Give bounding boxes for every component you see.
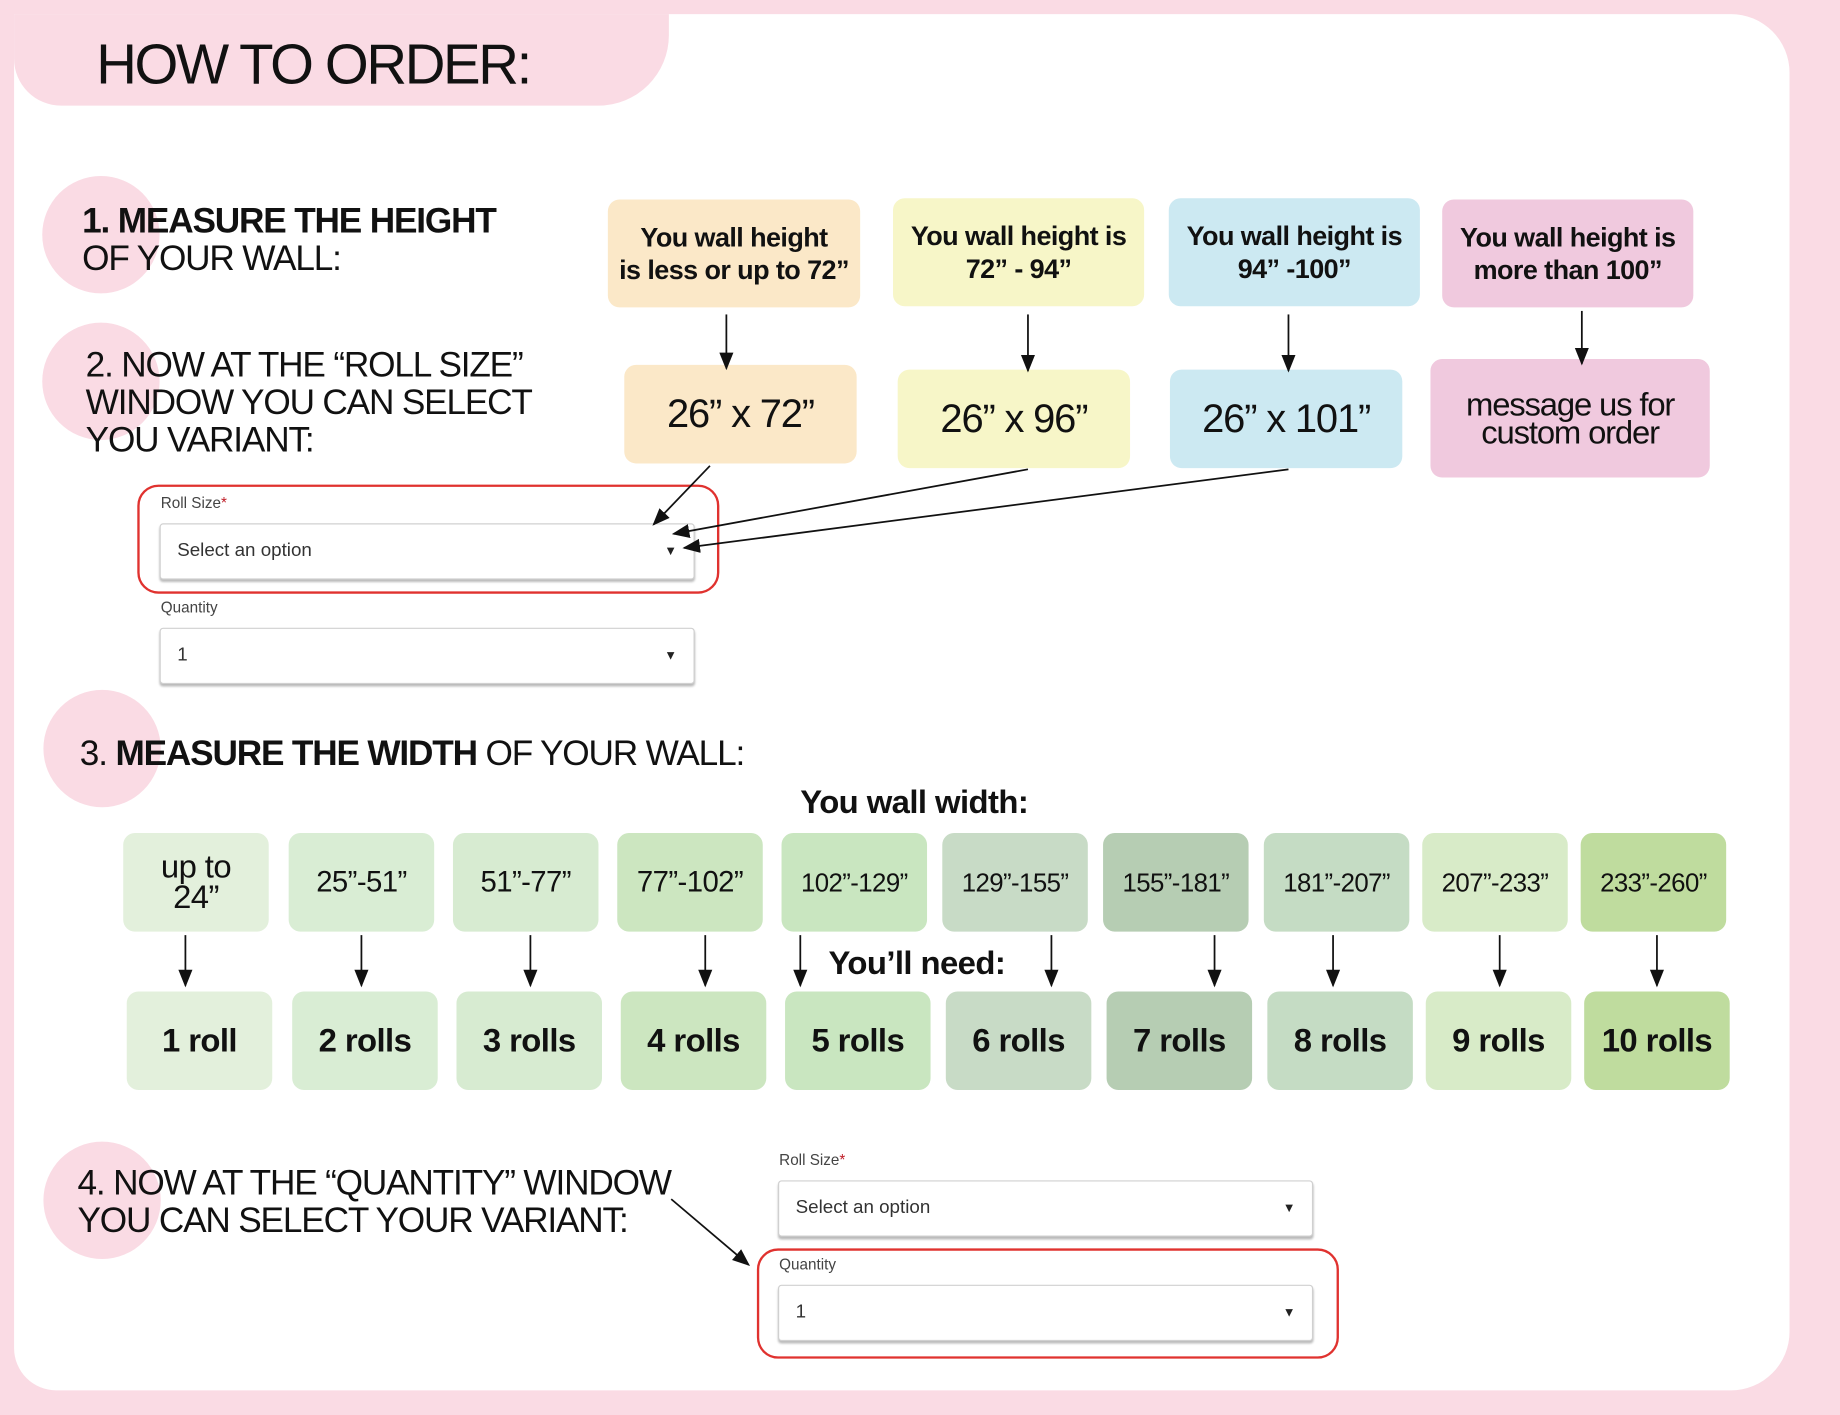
wall-width-box: 207”-233” — [1422, 833, 1568, 932]
select-value: Select an option — [177, 540, 312, 561]
condition-text: 72” - 94” — [965, 253, 1072, 284]
custom-order-text: message us for — [1465, 385, 1675, 422]
caret-down-icon: ▼ — [664, 648, 678, 663]
quantity-label: Quantity — [779, 1255, 837, 1274]
roll-size-label: Roll Size* — [161, 494, 227, 512]
quantity-highlight — [756, 1248, 1339, 1359]
wall-width-box: 25”-51” — [288, 833, 435, 932]
arrow — [671, 468, 1029, 538]
custom-order-text: custom order — [1481, 413, 1660, 450]
rolls-needed-box: 8 rolls — [1267, 991, 1413, 1090]
step-3-bold: MEASURE THE WIDTH — [115, 734, 478, 774]
condition-text: You wall height is — [1460, 221, 1676, 253]
step-4: 4. NOW AT THE “QUANTITY” WINDOW YOU CAN … — [77, 1163, 672, 1241]
page-title: HOW TO ORDER: — [96, 34, 532, 97]
arrow — [682, 468, 1289, 553]
wall-width-box: 129”-155” — [942, 833, 1088, 932]
required-mark: * — [839, 1151, 846, 1169]
wall-width-box: 233”-260” — [1580, 833, 1727, 932]
condition-text: You wall height — [640, 221, 828, 253]
wall-width-box: 77”-102” — [617, 833, 763, 932]
select-value: Select an option — [795, 1197, 931, 1218]
rolls-needed-box: 4 rolls — [620, 991, 767, 1090]
quantity-label: Quantity — [160, 598, 218, 616]
rolls-needed-box: 1 roll — [126, 991, 273, 1090]
rolls-needed-box: 10 rolls — [1584, 991, 1730, 1090]
width-heading: You wall width: — [800, 783, 1029, 821]
rolls-needed-box: 3 rolls — [456, 991, 602, 1090]
wall-width-box: up to 24” — [123, 833, 269, 932]
step-circle — [42, 175, 160, 294]
wall-width-box: 102”-129” — [781, 833, 928, 932]
roll-size-box: 26” x 101” — [1169, 369, 1403, 469]
wall-width-box: 155”-181” — [1103, 833, 1249, 932]
caret-down-icon: ▼ — [664, 544, 678, 559]
rolls-needed-box: 6 rolls — [945, 991, 1092, 1090]
required-mark: * — [220, 493, 227, 512]
condition-text: 94” -100” — [1237, 253, 1352, 284]
condition-text: You wall height is — [1186, 220, 1403, 252]
height-condition-box: You wall height is 94” -100” — [1168, 198, 1420, 307]
step-1-bold: 1. MEASURE THE HEIGHT — [82, 201, 497, 241]
rolls-needed-box: 5 rolls — [785, 991, 931, 1090]
step-4-line: YOU CAN SELECT YOUR VARIANT: — [77, 1201, 628, 1241]
step-4-line: 4. NOW AT THE “QUANTITY” WINDOW — [77, 1163, 672, 1203]
step-3-number: 3. — [79, 734, 108, 774]
custom-order-box: message us for custom order — [1430, 359, 1710, 478]
condition-text: You wall height is — [910, 220, 1127, 252]
step-circle — [42, 322, 160, 440]
rolls-needed-box: 2 rolls — [292, 991, 438, 1090]
label-text: Roll Size — [779, 1151, 840, 1169]
need-heading: You’ll need: — [828, 944, 1006, 981]
step-circle — [43, 1141, 161, 1259]
rolls-needed-box: 9 rolls — [1425, 991, 1572, 1090]
wall-width-box: 51”-77” — [452, 833, 599, 932]
roll-size-box: 26” x 96” — [897, 369, 1131, 469]
caret-down-icon: ▼ — [1282, 1305, 1296, 1320]
quantity-select[interactable]: 1 ▼ — [159, 627, 695, 685]
step-1: 1. MEASURE THE HEIGHT OF YOUR WALL: — [82, 201, 497, 279]
rolls-needed-box: 7 rolls — [1106, 991, 1253, 1090]
select-value: 1 — [177, 645, 188, 666]
arrow — [652, 465, 711, 526]
height-condition-box: You wall height is 72” - 94” — [893, 198, 1145, 307]
roll-size-label: Roll Size* — [779, 1151, 845, 1169]
step-1-rest: OF YOUR WALL: — [82, 239, 342, 279]
step-2-line: YOU VARIANT: — [85, 421, 315, 460]
select-value: 1 — [795, 1302, 807, 1323]
roll-size-select[interactable]: Select an option ▼ — [778, 1180, 1314, 1237]
height-condition-box: You wall height is more than 100” — [1442, 199, 1694, 308]
title-tab — [14, 14, 669, 106]
step-2: 2. NOW AT THE “ROLL SIZE” WINDOW YOU CAN… — [85, 346, 533, 460]
height-condition-box: You wall height is less or up to 72” — [607, 199, 861, 308]
condition-text: is less or up to 72” — [619, 254, 849, 286]
step-2-line: WINDOW YOU CAN SELECT — [85, 383, 533, 423]
step-3-rest: OF YOUR WALL: — [485, 734, 745, 774]
caret-down-icon: ▼ — [1282, 1201, 1296, 1216]
label-text: Roll Size — [160, 493, 221, 512]
arrow — [670, 1198, 751, 1266]
wall-width-box: 181”-207” — [1263, 833, 1410, 932]
step-2-line: 2. NOW AT THE “ROLL SIZE” — [85, 346, 524, 385]
quantity-select[interactable]: 1 ▼ — [778, 1284, 1314, 1342]
step-3: 3. MEASURE THE WIDTH OF YOUR WALL: — [79, 734, 745, 774]
roll-size-highlight — [137, 484, 720, 594]
condition-text: more than 100” — [1473, 254, 1663, 286]
roll-size-select[interactable]: Select an option ▼ — [159, 523, 695, 580]
step-circle — [43, 689, 161, 808]
roll-size-box: 26” x 72” — [624, 364, 857, 464]
